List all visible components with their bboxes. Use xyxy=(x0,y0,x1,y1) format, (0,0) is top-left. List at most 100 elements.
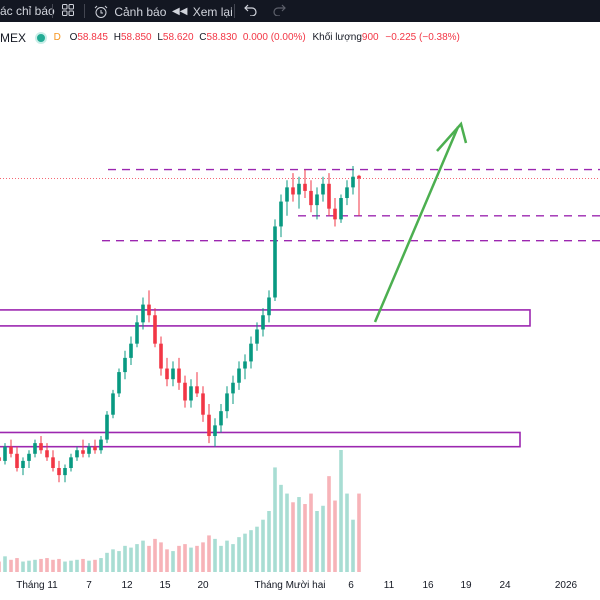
volume-bar xyxy=(177,545,181,572)
alert-button[interactable]: Cảnh báo xyxy=(94,3,166,19)
candle-body xyxy=(9,446,13,454)
volume-bar xyxy=(171,551,175,572)
volume-bar xyxy=(135,544,139,572)
candle-body xyxy=(315,194,319,206)
volume-bar xyxy=(153,538,157,572)
candle-body xyxy=(207,414,211,437)
volume-bar xyxy=(63,561,67,572)
volume-bar xyxy=(51,559,55,572)
candle-body xyxy=(213,425,217,437)
volume-bar xyxy=(165,549,169,572)
candle-body xyxy=(0,457,1,461)
volume-bar xyxy=(15,558,19,572)
candle-body xyxy=(201,393,205,415)
x-tick-label: 16 xyxy=(422,580,434,591)
x-tick-label: Tháng Mười hai xyxy=(254,580,325,591)
volume-bar xyxy=(57,558,61,572)
volume-bar xyxy=(321,505,325,572)
volume-bar xyxy=(291,502,295,572)
volume-bar xyxy=(87,560,91,572)
grid-icon xyxy=(62,4,74,16)
volume-bar xyxy=(147,545,151,572)
x-tick-label: 6 xyxy=(348,580,354,591)
candle-body xyxy=(297,183,301,195)
volume-bar xyxy=(105,552,109,572)
volume-bar xyxy=(27,560,31,572)
toolbar-divider xyxy=(52,4,53,18)
volume-bar xyxy=(141,540,145,572)
x-tick-label: Tháng 11 xyxy=(16,580,58,591)
candle-body xyxy=(189,386,193,401)
high-label: H xyxy=(113,32,121,43)
candle-body xyxy=(93,446,97,451)
candle-body xyxy=(273,226,277,298)
volume-bar xyxy=(309,493,313,572)
x-axis: Tháng 11 7 12 15 20 Tháng Mười hai 6 11 16 19 24 20… xyxy=(16,580,577,591)
candle-body xyxy=(231,382,235,394)
volume-bar xyxy=(285,493,289,572)
candle-body xyxy=(117,372,121,394)
projection-arrow-head xyxy=(436,121,468,152)
candle-body xyxy=(255,329,259,344)
candle-body xyxy=(105,414,109,440)
x-tick-label: 7 xyxy=(86,580,92,591)
symbol-name[interactable]: MEX xyxy=(0,31,27,45)
volume-bar xyxy=(339,450,343,572)
volume-bar xyxy=(75,559,79,572)
candle-body xyxy=(99,439,103,451)
price-chart[interactable]: Tháng 11 7 12 15 20 Tháng Mười hai 6 11 16 19 24 20… xyxy=(0,22,600,600)
alert-label: Cảnh báo xyxy=(114,4,167,19)
volume-bar xyxy=(243,533,247,572)
candle-body xyxy=(69,457,73,468)
candle-body xyxy=(63,468,67,476)
candle-body xyxy=(219,411,223,426)
candle-body xyxy=(249,343,253,362)
redo-icon xyxy=(273,4,286,16)
volume-change: −0.225 (−0.38%) xyxy=(385,32,460,43)
indicators-button[interactable]: ác chỉ báo xyxy=(0,3,55,19)
volume-bar xyxy=(327,476,331,572)
x-tick-label: 20 xyxy=(197,580,209,591)
candle-body xyxy=(357,175,361,179)
volume-bar xyxy=(357,493,361,572)
candle-body xyxy=(261,315,265,330)
redo-button[interactable] xyxy=(272,4,286,20)
candle-body xyxy=(135,322,139,344)
x-tick-label: 11 xyxy=(384,580,395,591)
candle-body xyxy=(171,368,175,380)
low-value: 58.620 xyxy=(162,32,194,43)
volume-bar xyxy=(303,504,307,572)
status-dot xyxy=(34,32,47,44)
volume-bar xyxy=(183,544,187,572)
volume-bar xyxy=(117,551,121,572)
candle-body xyxy=(141,304,145,323)
volume-bar xyxy=(219,545,223,572)
volume-bar xyxy=(129,547,133,572)
x-tick-label: 24 xyxy=(499,580,511,591)
candle-body xyxy=(333,208,337,220)
open-label: O xyxy=(69,32,78,43)
candle-body xyxy=(345,187,349,199)
change-value: 0.000 (0.00%) xyxy=(242,32,306,43)
volume-bar xyxy=(201,542,205,572)
candle-body xyxy=(57,468,61,476)
zones xyxy=(0,309,531,448)
open-value: 58.845 xyxy=(77,32,108,43)
volume-bar xyxy=(231,544,235,572)
volume-bar xyxy=(0,561,1,572)
undo-button[interactable] xyxy=(244,4,258,20)
replay-button[interactable]: ◀◀ Xem lại xyxy=(172,3,233,19)
candle-body xyxy=(339,198,343,220)
ohlc-legend: MEX D O58.845 H58.850 L58.620 C58.830 0.… xyxy=(0,30,460,46)
volume-bar xyxy=(3,556,7,572)
templates-button[interactable] xyxy=(62,4,74,20)
top-toolbar: ác chỉ báo Cảnh báo ◀◀ Xem lại xyxy=(0,0,600,22)
volume-bar xyxy=(279,484,283,572)
candle-body xyxy=(303,183,307,191)
x-tick-label: 2026 xyxy=(555,580,578,591)
candle-body xyxy=(165,368,169,380)
candle-body xyxy=(129,343,133,358)
replay-label: Xem lại xyxy=(192,4,233,19)
volume-bar xyxy=(21,561,25,572)
candle-body xyxy=(45,450,49,458)
